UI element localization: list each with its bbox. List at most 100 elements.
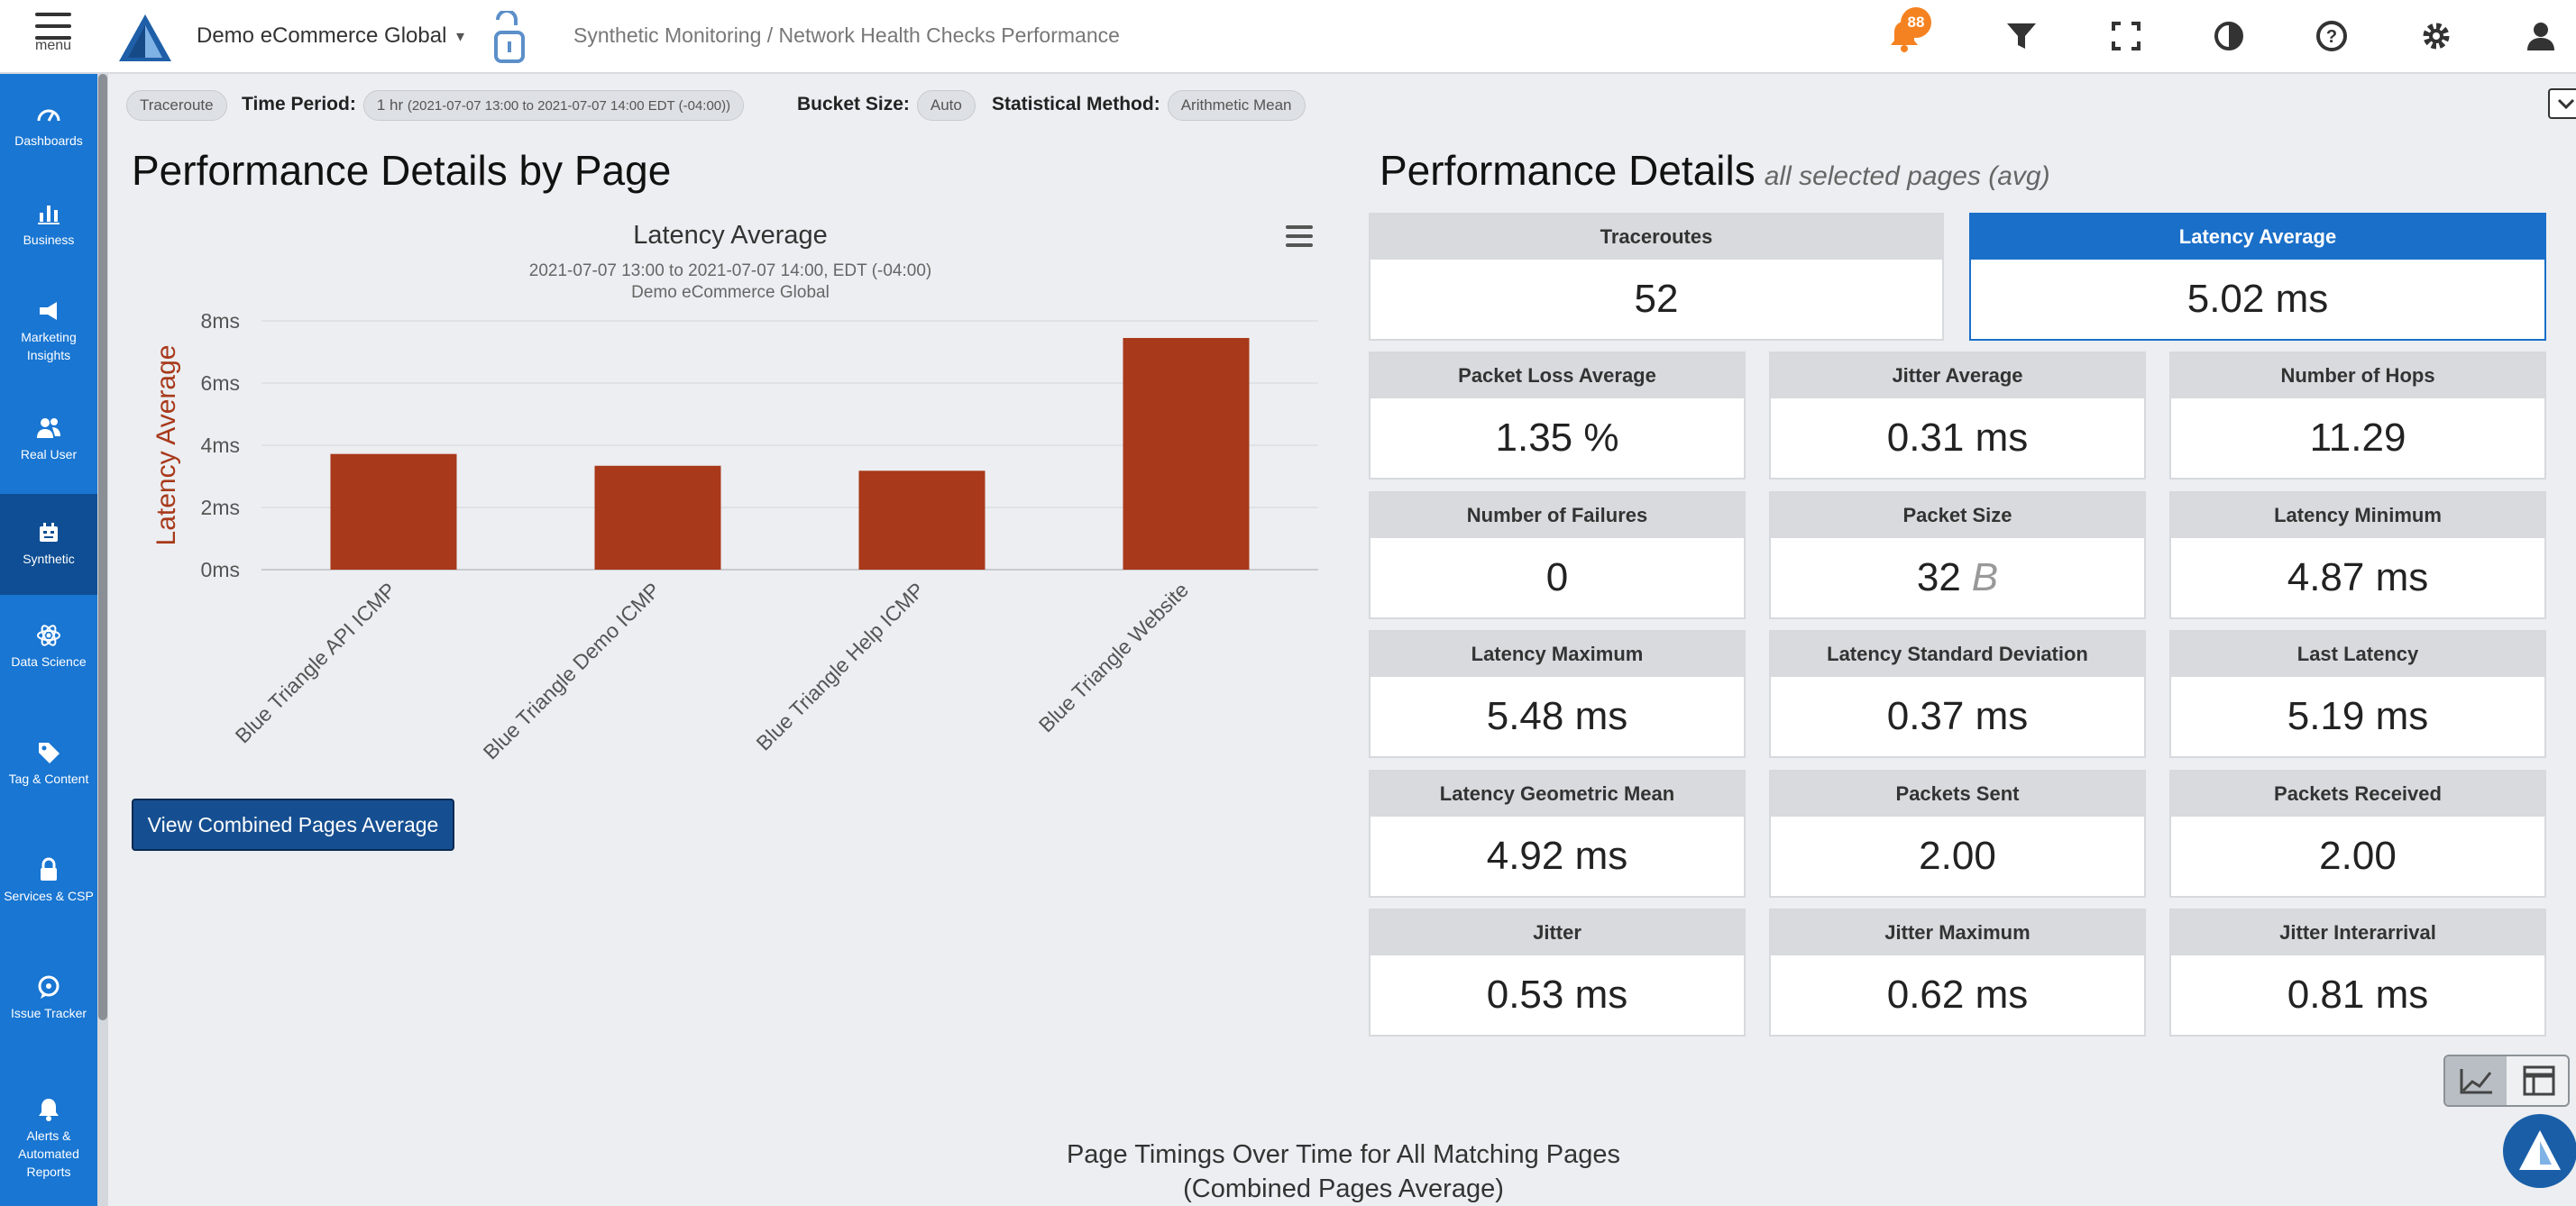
metric-card[interactable]: Jitter 0.53 ms [1369, 909, 1746, 1037]
sidebar-item-label: Real User [20, 447, 78, 461]
metric-card[interactable]: Jitter Average 0.31 ms [1769, 352, 2146, 480]
unlock-icon[interactable] [490, 11, 530, 65]
metric-value: 4.92 ms [1371, 817, 1744, 896]
view-combined-average-button[interactable]: View Combined Pages Average [132, 799, 454, 851]
metric-label: Packets Sent [1771, 771, 2144, 817]
metric-number: 2.00 [1919, 833, 1996, 878]
metric-value: 32 B [1771, 538, 2144, 617]
metric-label: Number of Hops [2171, 353, 2544, 398]
metric-number: 2.00 [2319, 833, 2397, 878]
gear-icon[interactable] [2418, 18, 2454, 54]
chart-menu-button[interactable] [1286, 225, 1313, 249]
metric-label: Traceroutes [1371, 215, 1942, 260]
y-axis-label: Latency Average [151, 345, 181, 546]
metric-card[interactable]: Packets Sent 2.00 [1769, 769, 2146, 898]
chart-subtitle: Demo eCommerce Global [631, 283, 830, 302]
contrast-icon[interactable] [2211, 18, 2247, 54]
metric-card[interactable]: Packets Received 2.00 [2169, 769, 2546, 898]
metric-number: 0 [1545, 554, 1569, 599]
statistical-method-filter[interactable]: Statistical Method: Arithmetic Mean [992, 90, 1306, 121]
statistical-method-chip[interactable]: Arithmetic Mean [1167, 90, 1306, 121]
metric-card[interactable]: Packet Size 32 B [1769, 490, 2146, 619]
robot-icon [40, 523, 58, 542]
bar[interactable] [330, 453, 457, 570]
lock-icon [41, 857, 57, 881]
assistant-button[interactable] [2503, 1114, 2576, 1188]
notification-badge[interactable]: 88 [1901, 7, 1931, 38]
sidebar-item-alerts[interactable]: Alerts & Automated Reports [0, 1096, 97, 1181]
metric-card[interactable]: Latency Minimum 4.87 ms [2169, 490, 2546, 619]
timings-title-line2: (Combined Pages Average) [1183, 1174, 1504, 1203]
help-icon[interactable]: ? [2314, 18, 2350, 54]
metric-card[interactable]: Jitter Maximum 0.62 ms [1769, 909, 2146, 1037]
metric-value: 0.81 ms [2171, 955, 2544, 1035]
sidebar-item-marketing[interactable]: Marketing Insights [0, 297, 97, 364]
metric-card[interactable]: Jitter Interarrival 0.81 ms [2169, 909, 2546, 1037]
metric-label: Jitter [1371, 910, 1744, 955]
table-icon [2523, 1065, 2555, 1096]
metric-number: 0.81 ms [2287, 973, 2429, 1017]
org-selector[interactable]: Demo eCommerce Global [197, 23, 447, 48]
filter-icon[interactable] [2003, 18, 2040, 54]
collapse-filters-button[interactable] [2548, 88, 2576, 119]
bar[interactable] [594, 465, 721, 570]
metric-value: 4.87 ms [2171, 538, 2544, 617]
metric-unit: B [1971, 554, 1999, 599]
details-title-text: Performance Details [1380, 147, 1756, 194]
menu-button[interactable]: menu [16, 13, 90, 69]
bucket-size-chip[interactable]: Auto [916, 90, 976, 121]
top-bar: menu Demo eCommerce Global ▾ Synthetic M… [0, 0, 2576, 74]
table-view-button[interactable] [2508, 1056, 2568, 1105]
line-chart-icon [2460, 1069, 2492, 1094]
metric-card[interactable]: Number of Hops 11.29 [2169, 352, 2546, 480]
bar[interactable] [1123, 337, 1250, 570]
sidebar-item-tag-content[interactable]: Tag & Content [0, 739, 97, 788]
sidebar-item-services-csp[interactable]: Services & CSP [0, 856, 97, 905]
metric-card-traceroutes[interactable]: Traceroutes 52 [1369, 213, 1944, 341]
scrollbar-thumb[interactable] [98, 74, 107, 1020]
sidebar-item-issue-tracker[interactable]: Issue Tracker [0, 973, 97, 1022]
metric-card[interactable]: Packet Loss Average 1.35 % [1369, 352, 1746, 480]
fullscreen-icon[interactable] [2108, 18, 2144, 54]
sidebar-item-label: Dashboards [14, 133, 83, 148]
bucket-size-filter[interactable]: Bucket Size: Auto [797, 90, 976, 121]
y-tick-label: 6ms [201, 371, 240, 395]
y-tick-label: 2ms [201, 496, 240, 519]
metric-card[interactable]: Latency Standard Deviation 0.37 ms [1769, 630, 2146, 758]
metric-card[interactable]: Last Latency 5.19 ms [2169, 630, 2546, 758]
time-period-chip[interactable]: 1 hr (2021-07-07 13:00 to 2021-07-07 14:… [362, 90, 745, 121]
bar[interactable] [858, 471, 985, 570]
tag-icon [39, 743, 60, 763]
sidebar-item-label: Issue Tracker [10, 1006, 87, 1020]
sidebar-item-data-science[interactable]: Data Science [0, 622, 97, 671]
metric-value: 1.35 % [1371, 398, 1744, 478]
metric-card[interactable]: Latency Maximum 5.48 ms [1369, 630, 1746, 758]
chevron-down-icon[interactable]: ▾ [456, 27, 465, 45]
metric-number: 0.31 ms [1886, 416, 2029, 460]
x-tick-label: Blue Triangle API ICMP [231, 578, 400, 747]
y-tick-label: 0ms [201, 558, 240, 581]
metric-card[interactable]: Number of Failures 0 [1369, 490, 1746, 619]
sidebar-scrollbar[interactable] [97, 74, 108, 1206]
sidebar-item-business[interactable]: Business [0, 200, 97, 249]
time-period-filter[interactable]: Time Period: 1 hr (2021-07-07 13:00 to 20… [242, 90, 745, 121]
metric-value: 5.48 ms [1371, 677, 1744, 756]
metric-number: 1.35 % [1495, 416, 1619, 460]
metric-number: 11.29 [2309, 416, 2406, 460]
test-type-filter[interactable]: Traceroute [126, 90, 227, 121]
sidebar-item-synthetic[interactable]: Synthetic [0, 494, 97, 595]
chart-view-button[interactable] [2445, 1056, 2507, 1105]
metric-number: 4.87 ms [2287, 554, 2429, 599]
metric-label: Latency Geometric Mean [1371, 771, 1744, 817]
sidebar-item-dashboards[interactable]: Dashboards [0, 101, 97, 150]
statistical-method-label: Statistical Method: [992, 94, 1160, 115]
metric-card-latency-average[interactable]: Latency Average 5.02 ms [1969, 213, 2546, 341]
sidebar-item-real-user[interactable]: Real User [0, 415, 97, 463]
metric-card[interactable]: Latency Geometric Mean 4.92 ms [1369, 769, 1746, 898]
time-period-detail: (2021-07-07 13:00 to 2021-07-07 14:00 ED… [407, 98, 731, 114]
metric-value: 0.53 ms [1371, 955, 1744, 1035]
user-icon[interactable] [2523, 18, 2559, 54]
users-icon [37, 418, 60, 438]
blue-triangle-logo-icon[interactable] [117, 13, 173, 63]
test-type-chip[interactable]: Traceroute [126, 90, 227, 121]
